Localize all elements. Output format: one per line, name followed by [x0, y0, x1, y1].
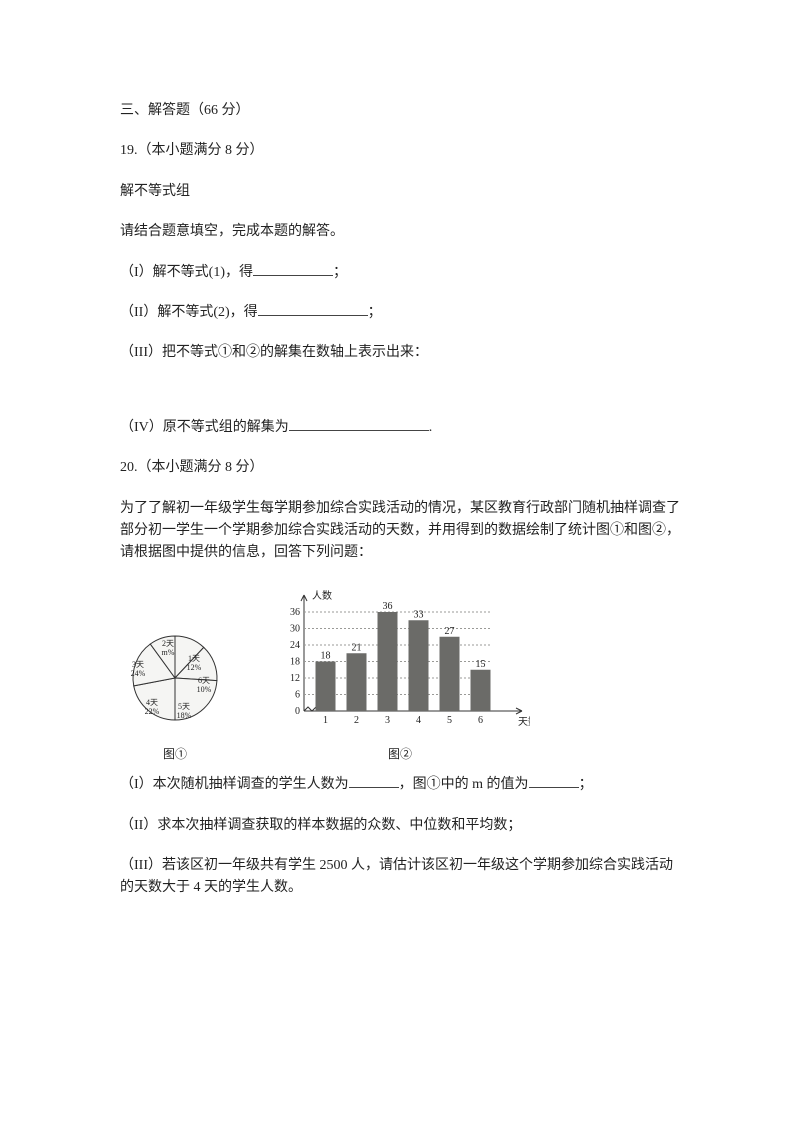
q20-intro: 为了了解初一年级学生每学期参加综合实践活动的情况，某区教育行政部门随机抽样调查了…: [120, 498, 680, 565]
q20-i3: （III）若该区初一年级共有学生 2500 人，请估计该区初一年级这个学期参加综…: [120, 855, 680, 900]
q19-i1-blank: [253, 262, 333, 276]
y-tick-label: 0: [295, 706, 300, 717]
pie-slice-label: 5天: [178, 702, 190, 711]
q19-title: 19.（本小题满分 8 分）: [120, 140, 680, 162]
q19-i1-text-a: （I）解不等式(1)，得: [120, 265, 253, 280]
y-tick-label: 24: [290, 640, 300, 651]
pie-slice-pct: 12%: [187, 663, 202, 672]
q19-i3: （III）把不等式①和②的解集在数轴上表示出来：: [120, 342, 680, 364]
q20-title: 20.（本小题满分 8 分）: [120, 457, 680, 479]
q19-i2: （II）解不等式(2)，得 ；: [120, 302, 680, 324]
x-tick-label: 5: [447, 715, 452, 726]
pie-slice-pct: m%: [162, 648, 175, 657]
q19-i2-text-a: （II）解不等式(2)，得: [120, 305, 258, 320]
x-tick-label: 4: [416, 715, 421, 726]
bar-chart: 061218243036181212363334275156人数天数: [270, 583, 530, 733]
q19-i2-blank: [258, 302, 368, 316]
pie-chart: 1天12% 2天m% 3天24% 4天22% 5天18% 6天10%: [120, 623, 230, 733]
q19-line2: 请结合题意填空，完成本题的解答。: [120, 221, 680, 243]
bar-value-label: 27: [445, 625, 455, 636]
q19-i4: （IV）原不等式组的解集为.: [120, 417, 680, 439]
bar: [409, 620, 429, 711]
bar-value-label: 15: [476, 658, 486, 669]
pie-slice-pct: 22%: [145, 707, 160, 716]
pie-slice-label: 4天: [146, 698, 158, 707]
x-axis-label: 天数: [518, 715, 530, 728]
bar-value-label: 18: [321, 650, 331, 661]
pie-caption: 图①: [120, 745, 230, 764]
q19-i1-text-b: ；: [333, 265, 347, 280]
q19-i1: （I）解不等式(1)，得 ；: [120, 262, 680, 284]
charts-row: 1天12%2天m%3天24%4天22%5天18%6天10% 图① 0612182…: [120, 583, 680, 765]
y-tick-label: 36: [290, 607, 300, 618]
bar-value-label: 21: [352, 642, 362, 653]
bar: [471, 669, 491, 710]
x-tick-label: 3: [385, 715, 390, 726]
pie-slice-label: 6天: [198, 676, 210, 685]
pie-slice-pct: 24%: [131, 669, 146, 678]
bar: [347, 653, 367, 711]
pie-chart-wrap: 1天12% 2天m% 3天24% 4天22% 5天18% 6天10% 图①: [120, 623, 230, 765]
q19-i4-blank: [289, 417, 429, 431]
q19-i2-text-b: ；: [368, 305, 382, 320]
q20-i1-c: ；: [579, 777, 593, 792]
y-tick-label: 30: [290, 623, 300, 634]
q20-i1-blank1: [349, 774, 399, 788]
q20-i1: （I）本次随机抽样调查的学生人数为 ，图①中的 m 的值为 ；: [120, 774, 680, 796]
section-header: 三、解答题（66 分）: [120, 100, 680, 122]
q19-line1: 解不等式组: [120, 181, 680, 203]
bar-value-label: 36: [383, 601, 393, 612]
q20-i1-blank2: [529, 774, 579, 788]
bar-chart-wrap: 061218243036181212363334275156人数天数 图②: [270, 583, 530, 765]
q19-i4-text-b: .: [429, 420, 433, 435]
pie-slice-pct: 10%: [197, 685, 212, 694]
x-tick-label: 1: [323, 715, 328, 726]
y-tick-label: 6: [295, 689, 300, 700]
bar: [316, 661, 336, 711]
y-axis-label: 人数: [312, 589, 332, 602]
bar: [440, 636, 460, 710]
bar: [378, 612, 398, 711]
bar-value-label: 33: [414, 609, 424, 620]
q19-i4-text-a: （IV）原不等式组的解集为: [120, 420, 289, 435]
q20-i1-b: ，图①中的 m 的值为: [399, 777, 529, 792]
q19-number-line-space: [120, 383, 680, 417]
y-tick-label: 12: [290, 673, 300, 684]
pie-slice-pct: 18%: [177, 711, 192, 720]
pie-slice-label: 1天: [188, 654, 200, 663]
x-tick-label: 2: [354, 715, 359, 726]
y-tick-label: 18: [290, 656, 300, 667]
x-tick-label: 6: [478, 715, 483, 726]
q20-i2: （II）求本次抽样调查获取的样本数据的众数、中位数和平均数；: [120, 815, 680, 837]
q20-i1-a: （I）本次随机抽样调查的学生人数为: [120, 777, 349, 792]
pie-slice-label: 3天: [132, 660, 144, 669]
bar-caption: 图②: [270, 745, 530, 764]
pie-slice-label: 2天: [162, 639, 174, 648]
